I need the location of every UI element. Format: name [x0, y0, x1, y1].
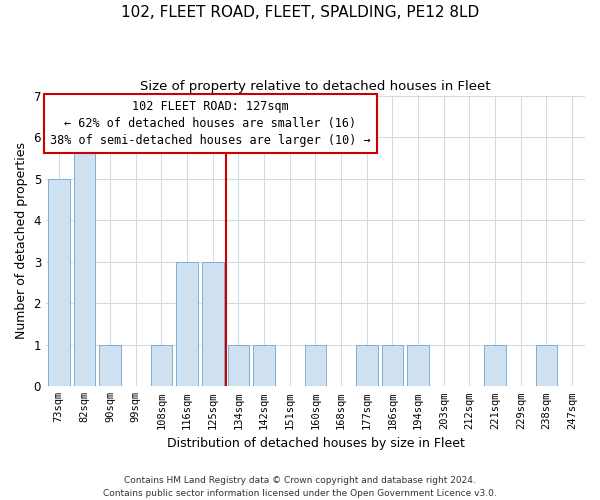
Bar [202, 262, 224, 386]
Text: 102 FLEET ROAD: 127sqm
← 62% of detached houses are smaller (16)
38% of semi-det: 102 FLEET ROAD: 127sqm ← 62% of detached… [50, 100, 371, 147]
Bar [176, 262, 198, 386]
Text: Contains HM Land Registry data © Crown copyright and database right 2024.
Contai: Contains HM Land Registry data © Crown c… [103, 476, 497, 498]
X-axis label: Distribution of detached houses by size in Fleet: Distribution of detached houses by size … [167, 437, 464, 450]
Bar [356, 345, 378, 387]
Text: 102, FLEET ROAD, FLEET, SPALDING, PE12 8LD: 102, FLEET ROAD, FLEET, SPALDING, PE12 8… [121, 5, 479, 20]
Bar [151, 345, 172, 387]
Bar [74, 137, 95, 386]
Bar [253, 345, 275, 387]
Y-axis label: Number of detached properties: Number of detached properties [15, 142, 28, 340]
Bar [484, 345, 506, 387]
Bar [407, 345, 429, 387]
Bar [227, 345, 250, 387]
Bar [48, 178, 70, 386]
Bar [536, 345, 557, 387]
Bar [305, 345, 326, 387]
Bar [99, 345, 121, 387]
Title: Size of property relative to detached houses in Fleet: Size of property relative to detached ho… [140, 80, 491, 93]
Bar [382, 345, 403, 387]
